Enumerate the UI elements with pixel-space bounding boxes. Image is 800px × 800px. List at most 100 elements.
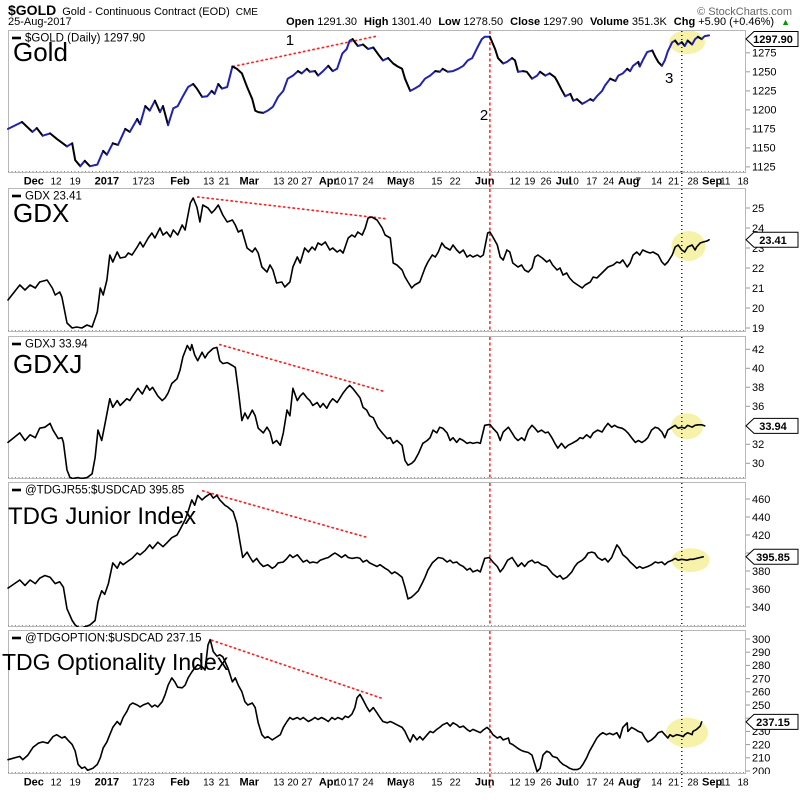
svg-text:Aug: Aug — [618, 176, 639, 188]
svg-text:Gold: Gold — [13, 37, 68, 67]
tdg-optionality-index-chart: 300290280270260250240230220210200237.15@… — [0, 630, 800, 774]
svg-text:340: 340 — [752, 602, 770, 614]
svg-text:Feb: Feb — [170, 777, 190, 789]
svg-text:19: 19 — [70, 177, 82, 188]
svg-text:1: 1 — [286, 32, 294, 49]
chart-header: $GOLD Gold - Continuous Contract (EOD) C… — [8, 2, 792, 18]
svg-text:13: 13 — [203, 778, 215, 789]
svg-text:20: 20 — [287, 778, 299, 789]
svg-text:Sep: Sep — [702, 176, 722, 188]
svg-text:22: 22 — [752, 263, 764, 275]
svg-text:2017: 2017 — [95, 777, 119, 789]
svg-text:12: 12 — [509, 778, 521, 789]
svg-text:460: 460 — [752, 494, 770, 506]
chart-subheader: 25-Aug-2017 Open 1291.30 High 1301.40 Low … — [8, 16, 790, 30]
svg-text:12: 12 — [50, 177, 62, 188]
stockcharts-copyright-link[interactable]: © StockCharts.com — [697, 6, 792, 18]
svg-text:22: 22 — [450, 778, 462, 789]
svg-text:15: 15 — [431, 177, 443, 188]
svg-text:Apr: Apr — [319, 176, 339, 188]
svg-text:21: 21 — [668, 778, 680, 789]
panel-tdg-optionality: 300290280270260250240230220210200237.15@… — [0, 630, 800, 774]
svg-text:GDXJ: GDXJ — [13, 349, 82, 379]
svg-text:42: 42 — [752, 344, 764, 356]
ohlc-open: Open 1291.30 — [286, 16, 358, 28]
svg-text:May: May — [387, 777, 409, 789]
svg-text:290: 290 — [752, 647, 770, 659]
svg-text:17: 17 — [132, 177, 144, 188]
svg-text:13: 13 — [273, 177, 285, 188]
svg-text:300: 300 — [752, 634, 770, 646]
ticker-description: Gold - Continuous Contract (EOD) — [62, 6, 230, 18]
svg-text:28: 28 — [687, 177, 699, 188]
svg-text:237.15: 237.15 — [756, 717, 790, 729]
svg-text:220: 220 — [752, 739, 770, 751]
svg-text:1125: 1125 — [752, 162, 776, 173]
change-up-triangle-icon: ▲ — [781, 17, 790, 27]
svg-text:8: 8 — [409, 177, 415, 188]
svg-text:12: 12 — [50, 778, 62, 789]
svg-text:19: 19 — [524, 177, 536, 188]
svg-text:36: 36 — [752, 401, 764, 413]
svg-text:440: 440 — [752, 512, 770, 524]
svg-text:2017: 2017 — [95, 176, 119, 188]
ohlc-close: Close 1297.90 — [510, 16, 583, 28]
svg-text:20: 20 — [287, 177, 299, 188]
tdg-junior-index-chart: 460440420400380360340395.85@TDGJR55:$USD… — [0, 482, 800, 627]
svg-text:210: 210 — [752, 753, 770, 765]
svg-text:3: 3 — [665, 70, 673, 87]
svg-text:25: 25 — [752, 203, 764, 215]
svg-text:GDX: GDX — [13, 198, 69, 228]
panel-tdg-junior: 460440420400380360340395.85@TDGJR55:$USD… — [0, 482, 800, 627]
svg-text:8: 8 — [409, 778, 415, 789]
exchange-label: CME — [235, 7, 258, 18]
svg-text:GDXJ 33.94: GDXJ 33.94 — [25, 339, 88, 351]
panel-gdx: 25 24 23 22 21 20 19 23.41 GDX 23.41 GDX — [0, 188, 800, 332]
svg-text:13: 13 — [203, 177, 215, 188]
svg-text:21: 21 — [219, 778, 231, 789]
panel-gold: 1275 1250 1225 1200 1175 1150 1125 1297.90 $GOLD… — [0, 30, 800, 173]
svg-text:17: 17 — [586, 778, 598, 789]
svg-text:21: 21 — [752, 283, 764, 295]
svg-text:200: 200 — [752, 766, 770, 774]
svg-text:1225: 1225 — [752, 86, 776, 98]
svg-text:1150: 1150 — [752, 143, 776, 155]
svg-text:@TDGOPTION:$USDCAD 237.15: @TDGOPTION:$USDCAD 237.15 — [25, 633, 202, 645]
svg-text:18: 18 — [737, 177, 749, 188]
svg-text:23: 23 — [143, 177, 155, 188]
svg-text:395.85: 395.85 — [756, 552, 790, 564]
svg-text:Feb: Feb — [170, 176, 190, 188]
svg-text:10: 10 — [335, 778, 347, 789]
svg-text:32: 32 — [752, 439, 764, 451]
svg-text:280: 280 — [752, 660, 770, 672]
svg-text:24: 24 — [363, 177, 375, 188]
svg-text:2: 2 — [480, 107, 488, 124]
x-axis-bottom: Dec 12 19 2017 17 23 Feb 13 21 Mar 13 20 27 Apr 10 17 24… — [0, 774, 800, 790]
svg-text:17: 17 — [348, 177, 360, 188]
svg-text:26: 26 — [540, 177, 552, 188]
svg-text:@TDGJR55:$USDCAD 395.85: @TDGJR55:$USDCAD 395.85 — [25, 485, 184, 497]
svg-text:13: 13 — [273, 778, 285, 789]
ohlc-high: High 1301.40 — [364, 16, 432, 28]
svg-text:Dec: Dec — [24, 777, 44, 789]
svg-text:24: 24 — [363, 778, 375, 789]
svg-text:1175: 1175 — [752, 124, 776, 136]
svg-text:10: 10 — [335, 177, 347, 188]
svg-text:1250: 1250 — [752, 67, 776, 79]
svg-text:26: 26 — [540, 778, 552, 789]
svg-text:19: 19 — [70, 778, 82, 789]
svg-text:33.94: 33.94 — [759, 421, 787, 433]
svg-text:17: 17 — [348, 778, 360, 789]
svg-text:11: 11 — [720, 778, 731, 789]
svg-text:11: 11 — [720, 177, 731, 188]
svg-text:7: 7 — [636, 177, 642, 188]
svg-text:250: 250 — [752, 700, 770, 712]
svg-text:1275: 1275 — [752, 48, 776, 60]
svg-text:19: 19 — [524, 778, 536, 789]
svg-text:30: 30 — [752, 458, 764, 470]
svg-text:40: 40 — [752, 363, 764, 375]
